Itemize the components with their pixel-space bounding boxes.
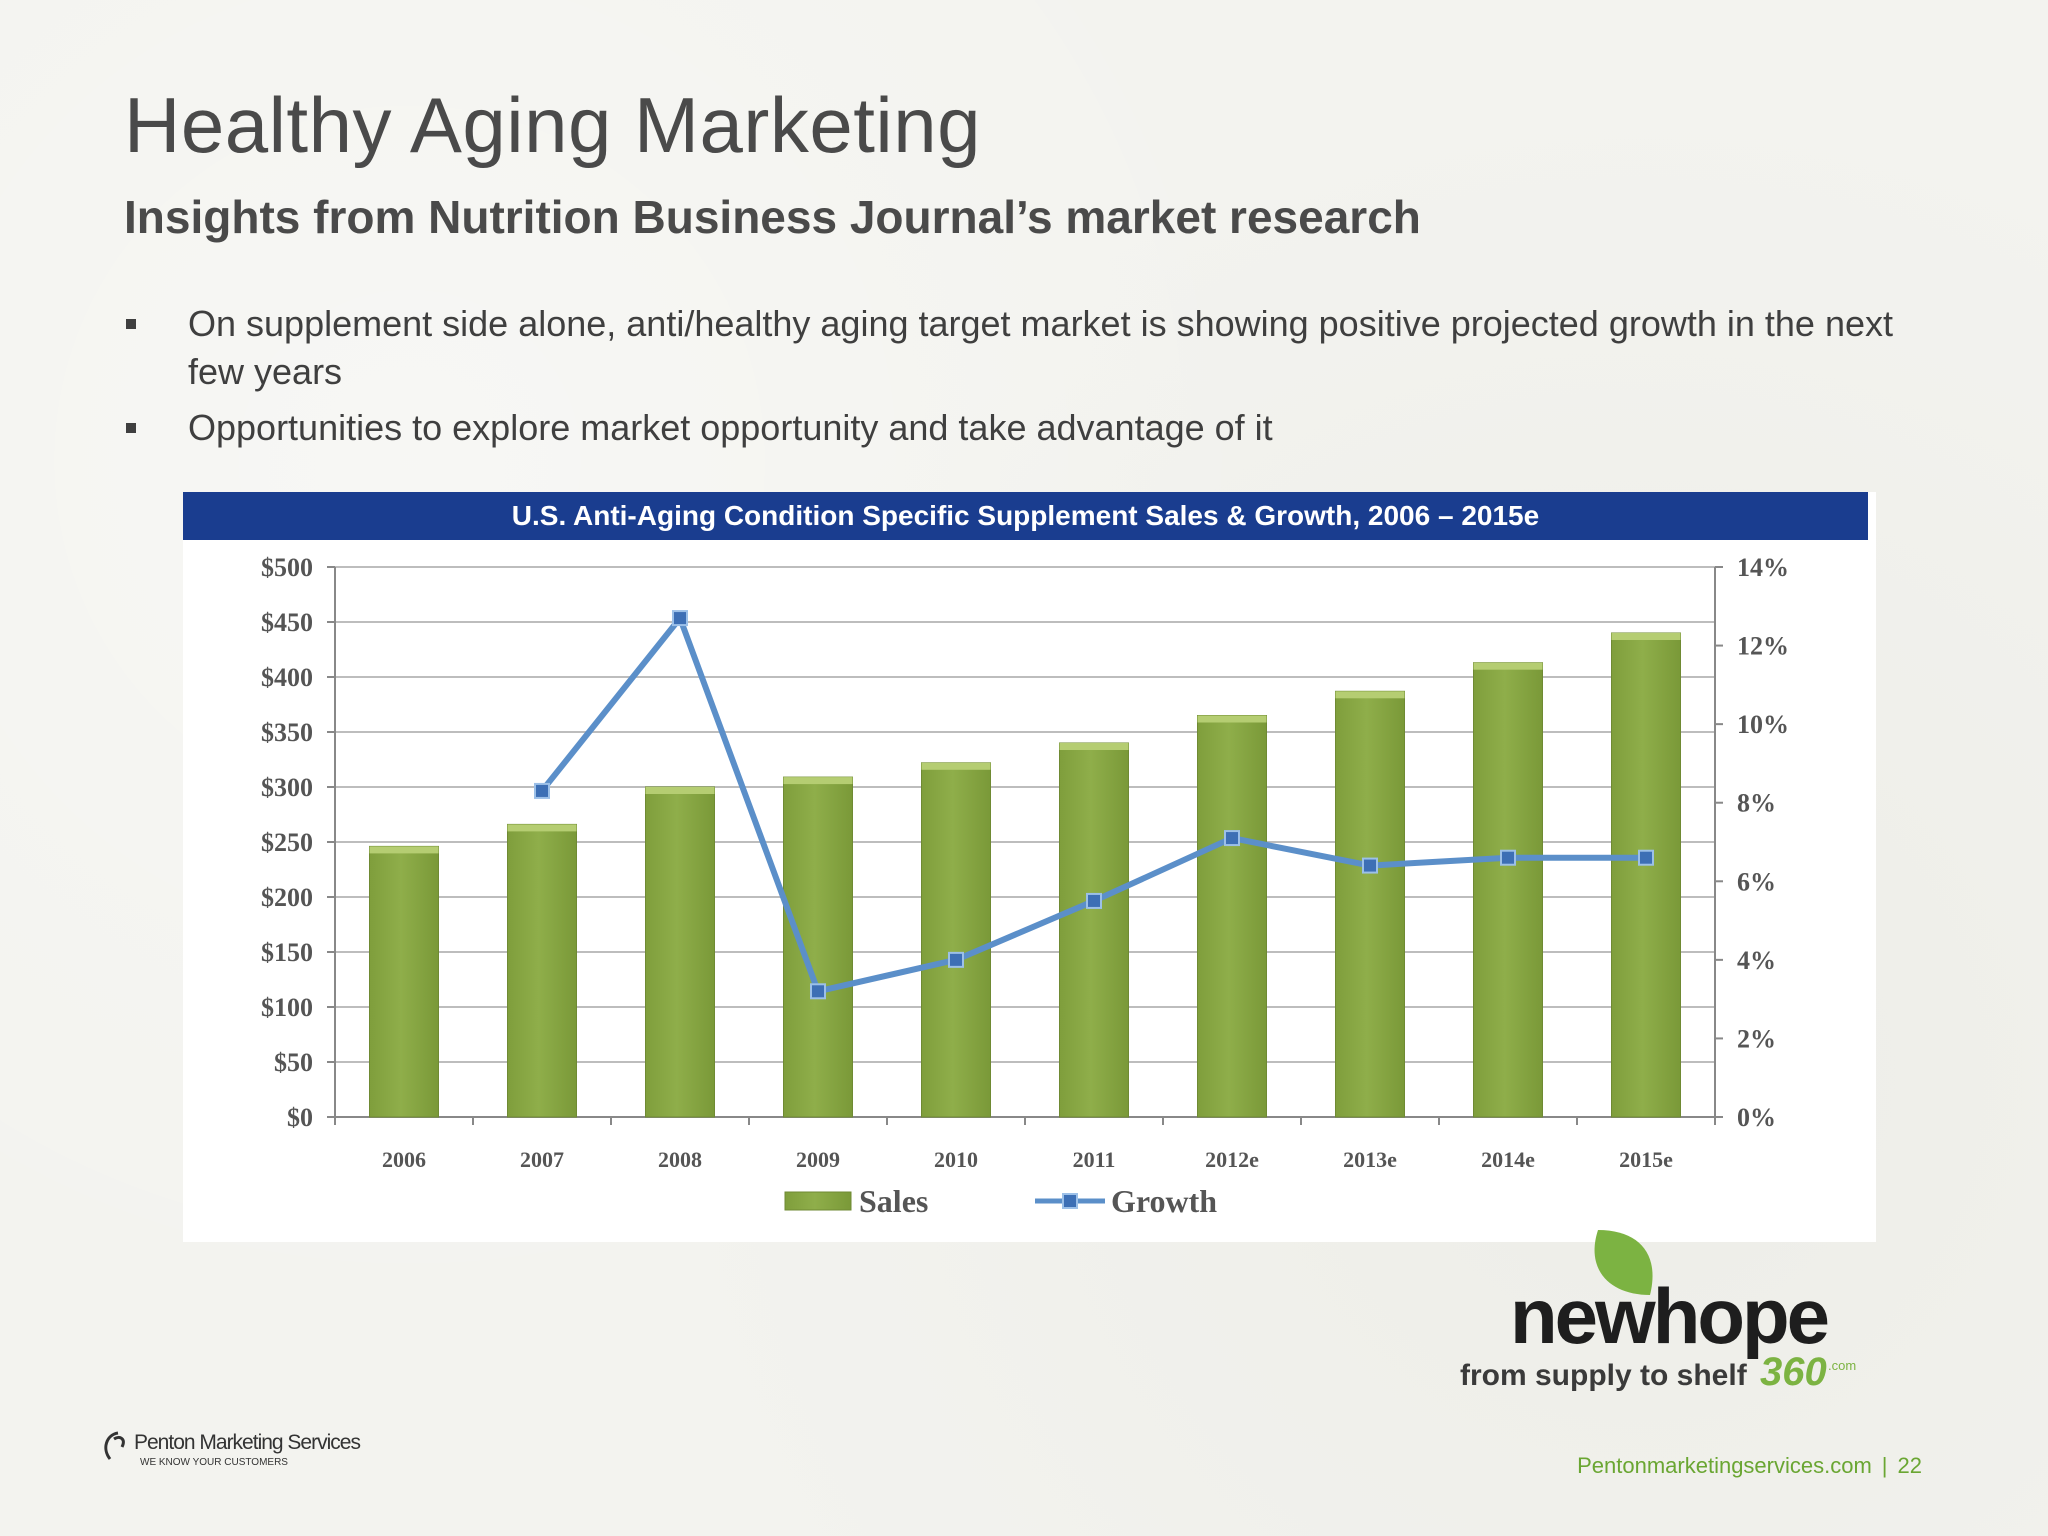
x-tick-label: 2009 [796, 1147, 840, 1172]
bullet-text: Opportunities to explore market opportun… [188, 407, 1273, 448]
bullet-square-icon [126, 319, 136, 329]
growth-marker [1500, 849, 1516, 866]
x-tick-label: 2011 [1073, 1147, 1116, 1172]
sales-growth-chart: $0 $50 $100 $150 $200 $250 $300 $350 $400 $450 $50… [261, 553, 1789, 1219]
penton-swirl-icon [104, 1431, 125, 1460]
newhope-wordmark: newhope [1510, 1272, 1828, 1360]
x-tick-label: 2014e [1481, 1147, 1535, 1172]
bar-sales [1059, 742, 1129, 1118]
y-left-tick-label: $0 [287, 1103, 313, 1132]
legend-growth-marker [1062, 1193, 1078, 1209]
x-tick-label: 2006 [382, 1147, 426, 1172]
bullet-item: Opportunities to explore market opportun… [124, 404, 1944, 452]
y-left-tick-label: $150 [261, 938, 313, 967]
y-right-tick-label: 8% [1737, 789, 1776, 818]
y-left-tick-label: $300 [261, 773, 313, 802]
x-tick-label: 2013e [1343, 1147, 1397, 1172]
bar-sales [507, 823, 577, 1118]
y-left-tick-label: $250 [261, 828, 313, 857]
bar-sales-top [1197, 715, 1267, 723]
bar-sales-top [507, 824, 577, 832]
footer-website: Pentonmarketingservices.com [1577, 1453, 1872, 1478]
y-right-tick-label: 2% [1737, 1024, 1776, 1053]
legend-sales-label: Sales [859, 1183, 928, 1219]
bullet-item: On supplement side alone, anti/healthy a… [124, 300, 1944, 396]
y-left-tick-label: $350 [261, 718, 313, 747]
growth-marker [1224, 830, 1240, 847]
bullet-text: On supplement side alone, anti/healthy a… [188, 303, 1893, 392]
y-right-tick-label: 10% [1737, 710, 1789, 739]
y-right-tick-label: 12% [1737, 632, 1789, 661]
slide-title: Healthy Aging Marketing [124, 81, 981, 169]
slide-subtitle: Insights from Nutrition Business Journal… [124, 191, 1421, 243]
legend-growth-label: Growth [1111, 1183, 1217, 1219]
bar-sales-top [1059, 743, 1129, 750]
growth-marker [534, 782, 550, 799]
bar-sales-top [1335, 691, 1405, 699]
x-tick-label: 2012e [1205, 1147, 1259, 1172]
bar-sales-top [645, 787, 715, 794]
growth-marker [948, 951, 964, 968]
x-tick-label: 2008 [658, 1147, 702, 1172]
chart-panel: U.S. Anti-Aging Condition Specific Suppl… [183, 492, 1876, 1242]
bar-sales [645, 786, 715, 1118]
penton-logo: Penton Marketing Services WE KNOW YOUR C… [104, 1431, 361, 1468]
legend-sales-swatch [784, 1191, 852, 1211]
bar-sales [1197, 715, 1267, 1118]
chart-title: U.S. Anti-Aging Condition Specific Suppl… [183, 492, 1868, 540]
bar-sales-top [369, 846, 439, 854]
x-tick-label: 2015e [1619, 1147, 1673, 1172]
bar-sales-top [783, 777, 853, 785]
bar-sales-top [921, 762, 991, 770]
y-right-tick-label: 4% [1737, 946, 1776, 975]
newhope-logo: newhope from supply to shelf 360 .com [1460, 1230, 1856, 1394]
bar-sales-top [1473, 662, 1543, 670]
y-right-tick-label: 14% [1737, 553, 1789, 582]
x-tick-label: 2007 [520, 1147, 564, 1172]
newhope-tagline: from supply to shelf [1460, 1359, 1748, 1392]
bar-sales [1473, 662, 1543, 1118]
bar-sales [1335, 690, 1405, 1118]
bullet-list: On supplement side alone, anti/healthy a… [124, 300, 1944, 460]
growth-marker [1362, 857, 1378, 874]
growth-marker [810, 983, 826, 1000]
y-left-tick-label: $500 [261, 553, 313, 582]
y-left-tick-label: $200 [261, 883, 313, 912]
y-right-tick-label: 6% [1737, 867, 1776, 896]
penton-tagline: WE KNOW YOUR CUSTOMERS [140, 1457, 288, 1468]
bar-sales [369, 845, 439, 1118]
slide-footer: Pentonmarketingservices.com | 22 [1577, 1453, 1922, 1479]
page-number: 22 [1897, 1453, 1922, 1478]
growth-marker [672, 610, 688, 627]
bar-sales-top [1611, 633, 1681, 640]
y-left-tick-label: $450 [261, 608, 313, 637]
bullet-square-icon [126, 423, 136, 433]
newhope-360: 360 [1760, 1350, 1827, 1394]
leaf-icon [1594, 1230, 1653, 1295]
x-tick-label: 2010 [934, 1147, 978, 1172]
growth-marker [1086, 892, 1102, 909]
bar-sales [1611, 632, 1681, 1118]
growth-marker [1638, 849, 1654, 866]
y-right-tick-label: 0% [1737, 1103, 1776, 1132]
y-left-tick-label: $50 [274, 1048, 313, 1077]
newhope-com: .com [1828, 1358, 1856, 1373]
penton-name: Penton Marketing Services [134, 1431, 360, 1454]
bar-sales [921, 762, 991, 1118]
footer-separator: | [1881, 1453, 1888, 1478]
y-left-tick-label: $400 [261, 663, 313, 692]
y-left-tick-label: $100 [261, 993, 313, 1022]
bar-sales [783, 776, 853, 1118]
